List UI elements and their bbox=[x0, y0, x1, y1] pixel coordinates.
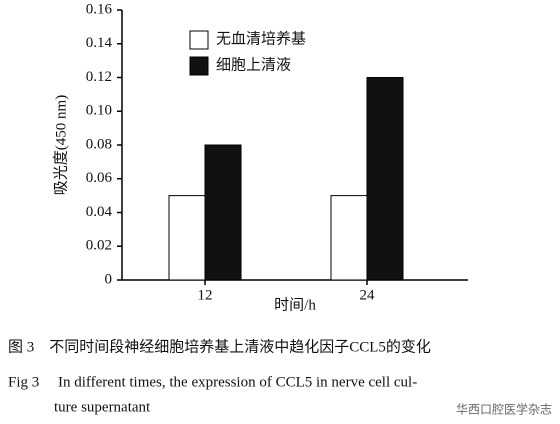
legend-swatch bbox=[189, 30, 209, 50]
watermark: 华西口腔医学杂志 bbox=[456, 402, 552, 417]
caption-english-line: ture supernatant bbox=[54, 399, 151, 415]
legend-swatch bbox=[189, 56, 209, 76]
y-tick-label: 0.06 bbox=[86, 170, 113, 186]
legend-label: 无血清培养基 bbox=[216, 30, 306, 47]
x-tick-label: 24 bbox=[360, 287, 376, 303]
bar bbox=[204, 144, 242, 281]
y-tick-label: 0.14 bbox=[86, 35, 113, 51]
legend-label: 细胞上清液 bbox=[216, 56, 291, 73]
y-tick-label: 0.12 bbox=[86, 69, 112, 85]
y-axis-label: 吸光度(450 nm) bbox=[52, 95, 69, 195]
y-tick-label: 0.10 bbox=[86, 103, 112, 119]
x-axis-label: 时间/h bbox=[274, 296, 316, 313]
y-tick-label: 0.08 bbox=[86, 136, 112, 152]
bar bbox=[366, 77, 404, 281]
bar bbox=[330, 195, 368, 281]
bar bbox=[168, 195, 206, 281]
y-tick-label: 0.16 bbox=[86, 1, 113, 17]
y-tick-label: 0.02 bbox=[86, 238, 112, 254]
caption-chinese: 图 3 不同时间段神经细胞培养基上清液中趋化因子CCL5的变化 bbox=[8, 338, 431, 355]
x-tick-label: 12 bbox=[198, 287, 213, 303]
y-tick-label: 0 bbox=[105, 271, 113, 287]
caption-english-line: Fig 3 In different times, the expression… bbox=[8, 374, 417, 390]
y-tick-label: 0.04 bbox=[86, 204, 113, 220]
